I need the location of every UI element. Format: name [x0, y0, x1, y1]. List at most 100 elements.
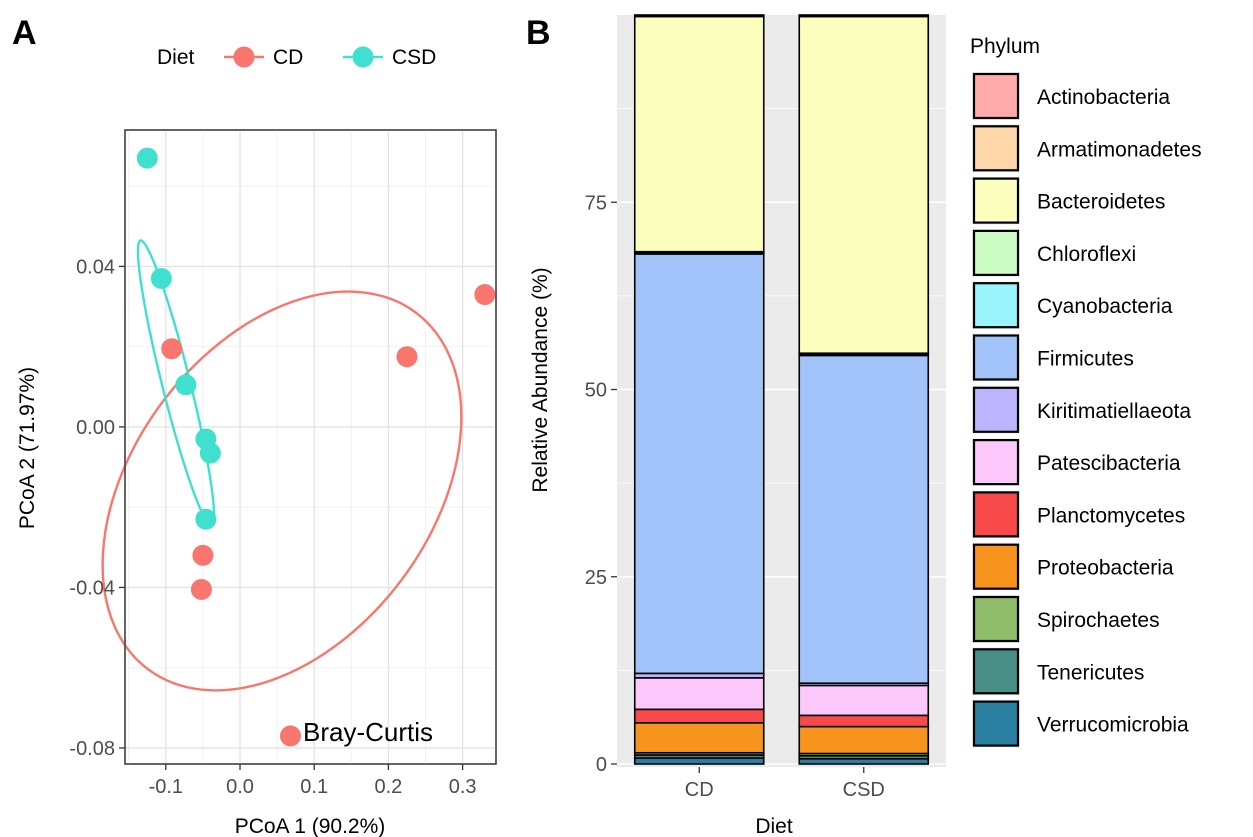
pcoa-points — [136, 147, 496, 747]
phylum-legend-item-patescibacteria: Patescibacteria — [972, 438, 1181, 487]
phylum-legend-key-spirochaetes — [972, 595, 1020, 643]
abundance-x-tick-label: CD — [685, 779, 714, 801]
pcoa-plot-area — [124, 129, 497, 765]
csd-legend-key — [352, 46, 374, 68]
abundance-stacked-bars — [633, 14, 930, 765]
bar-segment-csd-bacteroidetes — [798, 15, 930, 355]
pcoa-gridlines — [125, 130, 496, 764]
bar-segment-cd-bacteroidetes — [633, 15, 765, 253]
pcoa-y-axis-title: PCoA 2 (71.97%) — [16, 367, 39, 529]
csd-point — [195, 508, 217, 530]
phylum-legend-item-bacteroidetes: Bacteroidetes — [972, 176, 1165, 225]
phylum-legend-key-planctomycetes — [972, 491, 1020, 538]
phylum-legend-item-proteobacteria: Proteobacteria — [972, 542, 1174, 591]
abundance-y-axis-title: Relative Abundance (%) — [529, 267, 552, 492]
pcoa-y-tick-label: 0.00 — [76, 417, 115, 439]
pcoa-x-tick-label: 0.0 — [226, 776, 254, 798]
bar-segment-cd-verrucomicrobia — [633, 757, 765, 765]
diet-legend-item-cd: CD — [224, 46, 303, 69]
pcoa-y-tick-label: 0.04 — [76, 256, 115, 278]
phylum-legend-label: Bacteroidetes — [1037, 191, 1165, 214]
diet-legend: Diet CD CSD — [157, 46, 436, 69]
pcoa-y-tick-label: -0.04 — [69, 577, 115, 599]
abundance-plot: 0 25 50 75 CD CSD Diet Relative Abundance (%… — [529, 14, 1202, 837]
phylum-legend-item-firmicutes: Firmicutes — [972, 333, 1134, 382]
phylum-legend-key-patescibacteria — [972, 439, 1020, 486]
pcoa-x-tick-label: -0.1 — [149, 776, 183, 798]
cd-ellipse — [101, 290, 463, 692]
bar-segment-csd-patescibacteria — [798, 684, 930, 717]
cd-point — [190, 578, 212, 600]
phylum-legend-key-chloroflexi — [972, 229, 1020, 276]
cd-point — [279, 725, 301, 747]
abundance-y-tick-label: 75 — [585, 192, 607, 214]
cd-point — [396, 346, 418, 368]
phylum-legend-item-verrucomicrobia: Verrucomicrobia — [972, 699, 1189, 748]
abundance-x-ticks: CD CSD — [685, 767, 885, 801]
cd-legend-label: CD — [273, 46, 303, 69]
csd-point — [136, 147, 158, 169]
distance-metric-annotation: Bray-Curtis — [303, 717, 433, 747]
phylum-legend-label: Verrucomicrobia — [1037, 714, 1189, 737]
bar-segment-cd-proteobacteria — [633, 722, 765, 754]
pcoa-y-ticks: -0.08 -0.04 0.00 0.04 — [69, 256, 125, 760]
abundance-y-tick-label: 50 — [585, 380, 607, 402]
phylum-legend-item-cyanobacteria: Cyanobacteria — [972, 281, 1173, 330]
phylum-legend-item-tenericutes: Tenericutes — [972, 647, 1144, 696]
cd-point — [192, 544, 214, 566]
bar-segment-cd-patescibacteria — [633, 677, 765, 711]
bar-segment-cd-actinobacteria — [633, 14, 765, 17]
phylum-legend-label: Spirochaetes — [1037, 609, 1160, 632]
pcoa-x-tick-label: 0.1 — [300, 776, 328, 798]
phylum-legend-label: Chloroflexi — [1037, 243, 1136, 266]
phylum-legend-key-actinobacteria — [972, 72, 1020, 120]
panel-a-tag: A — [12, 14, 37, 52]
diet-legend-title: Diet — [157, 46, 195, 69]
phylum-legend-label: Planctomycetes — [1037, 504, 1185, 527]
bar-segment-csd-firmicutes — [798, 354, 930, 684]
phylum-legend-item-chloroflexi: Chloroflexi — [972, 228, 1136, 277]
bar-segment-csd-proteobacteria — [798, 725, 930, 755]
bar-segment-csd-planctomycetes — [798, 714, 930, 728]
bar-segment-cd-planctomycetes — [633, 708, 765, 724]
pcoa-x-axis-title: PCoA 1 (90.2%) — [235, 815, 386, 837]
csd-point — [175, 374, 197, 396]
phylum-legend-key-firmicutes — [972, 334, 1020, 381]
abundance-y-ticks: 0 25 50 75 — [585, 192, 617, 776]
csd-legend-label: CSD — [392, 46, 436, 69]
bar-segment-csd-actinobacteria — [798, 14, 930, 17]
phylum-legend-item-kiritimatiellaeota: Kiritimatiellaeota — [972, 385, 1191, 434]
phylum-legend: Phylum Actinobacteria Armatimonadetes Bact… — [970, 35, 1202, 748]
pcoa-x-tick-label: 0.2 — [375, 776, 403, 798]
abundance-x-axis-title: Diet — [755, 815, 793, 837]
phylum-legend-label: Cyanobacteria — [1037, 295, 1173, 318]
phylum-legend-item-planctomycetes: Planctomycetes — [972, 490, 1185, 539]
phylum-legend-item-actinobacteria: Actinobacteria — [972, 72, 1170, 120]
phylum-legend-label: Armatimonadetes — [1037, 138, 1202, 161]
phylum-legend-key-cyanobacteria — [972, 282, 1020, 329]
diet-legend-item-csd: CSD — [343, 46, 436, 69]
phylum-legend-key-bacteroidetes — [972, 177, 1020, 224]
pcoa-plot-border — [124, 129, 497, 765]
cd-point — [161, 338, 183, 360]
pcoa-plot: -0.1 0.0 0.1 0.2 0.3 -0.08 -0.04 0.00 0.04 PCoA… — [16, 46, 497, 837]
abundance-x-tick-label: CSD — [843, 779, 885, 801]
bar-segment-cd-firmicutes — [633, 253, 765, 675]
cd-point — [474, 284, 496, 306]
abundance-y-tick-label: 25 — [585, 567, 607, 589]
phylum-legend-key-kiritimatiellaeota — [972, 386, 1020, 433]
phylum-legend-key-proteobacteria — [972, 543, 1020, 590]
pcoa-x-ticks: -0.1 0.0 0.1 0.2 0.3 — [149, 764, 477, 798]
phylum-legend-label: Patescibacteria — [1037, 452, 1181, 475]
phylum-legend-key-armatimonadetes — [972, 125, 1020, 172]
phylum-legend-key-verrucomicrobia — [972, 700, 1020, 747]
phylum-legend-label: Kiritimatiellaeota — [1037, 400, 1191, 423]
csd-point — [150, 267, 172, 289]
phylum-legend-label: Tenericutes — [1037, 661, 1144, 684]
phylum-legend-item-spirochaetes: Spirochaetes — [972, 595, 1160, 643]
phylum-legend-key-tenericutes — [972, 648, 1020, 695]
abundance-y-tick-label: 0 — [596, 754, 607, 776]
phylum-legend-label: Firmicutes — [1037, 348, 1134, 371]
phylum-legend-label: Proteobacteria — [1037, 557, 1174, 580]
